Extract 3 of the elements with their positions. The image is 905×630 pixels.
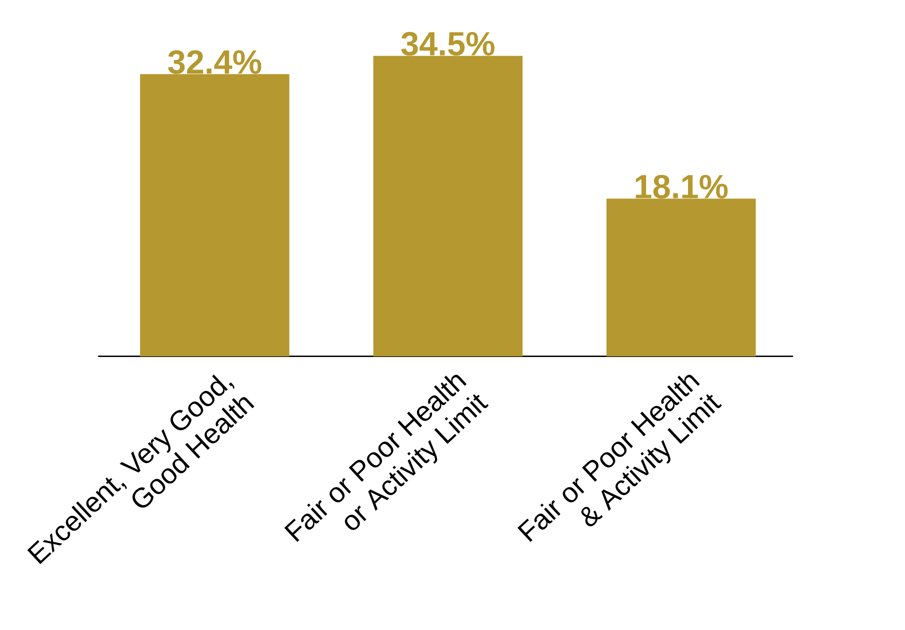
data-label: 18.1% bbox=[636, 174, 728, 199]
data-label: 32.4% bbox=[168, 50, 262, 74]
data-label: 34.5% bbox=[401, 32, 494, 56]
